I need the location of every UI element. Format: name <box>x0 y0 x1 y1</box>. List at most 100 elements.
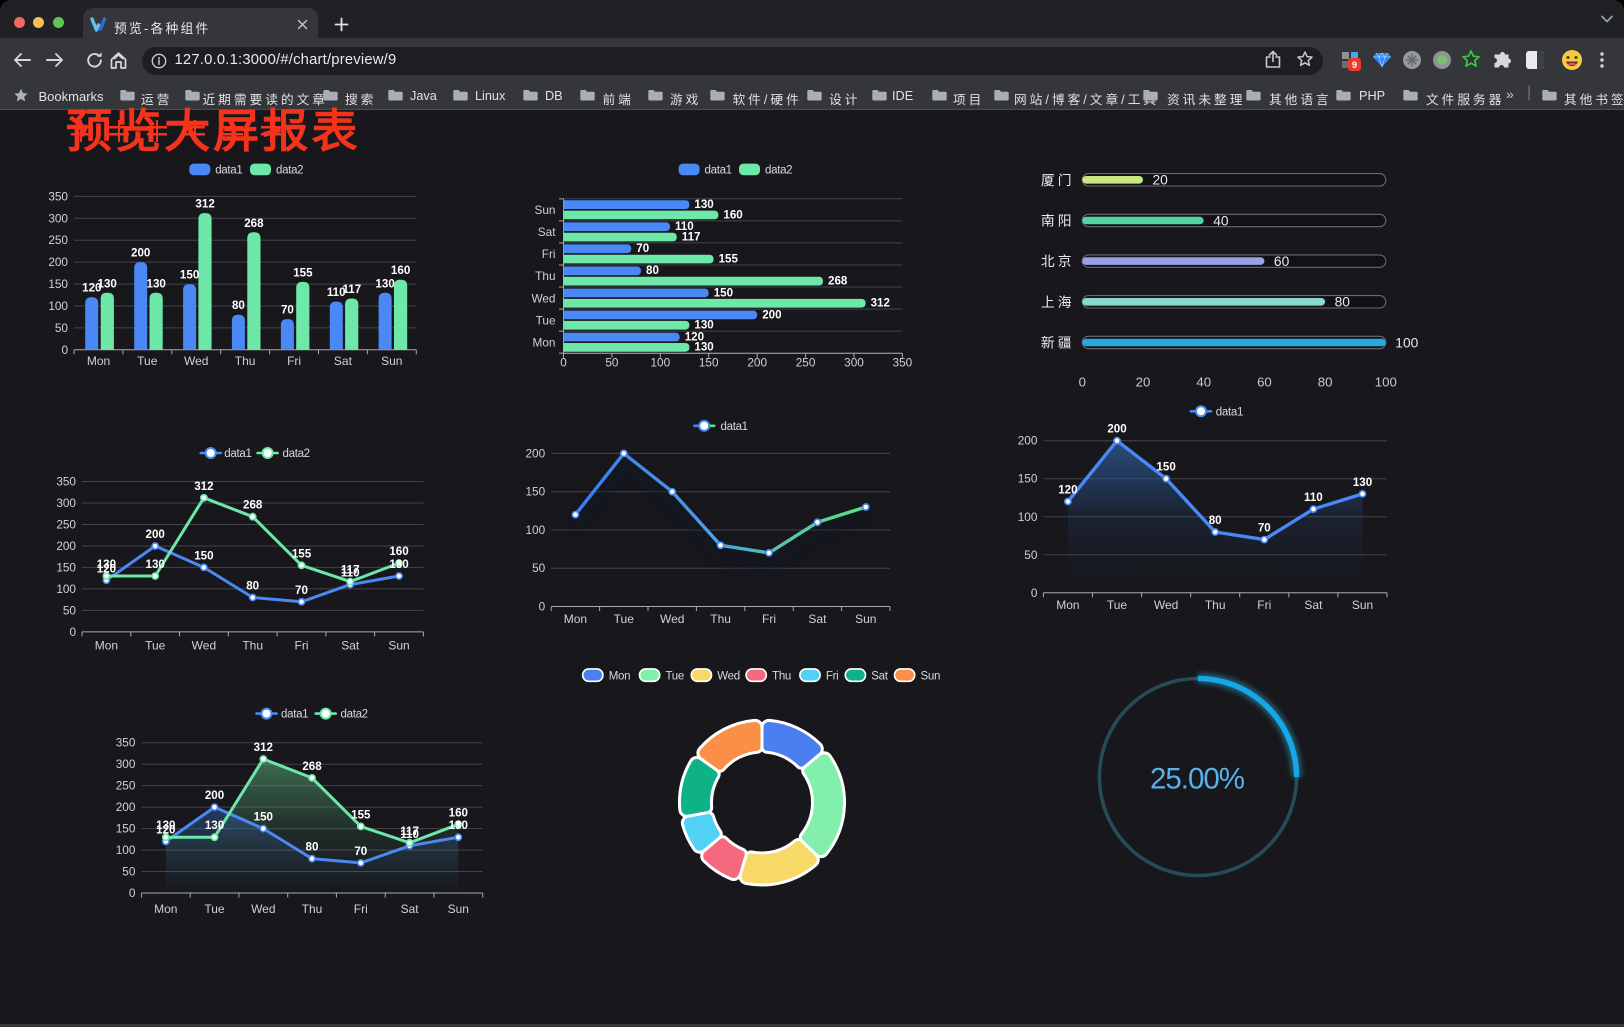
svg-text:300: 300 <box>844 355 864 369</box>
svg-text:80: 80 <box>232 299 245 312</box>
svg-text:130: 130 <box>98 277 117 290</box>
svg-text:20: 20 <box>1153 173 1169 188</box>
svg-text:200: 200 <box>131 247 150 260</box>
svg-text:120: 120 <box>685 330 704 343</box>
svg-text:70: 70 <box>281 304 294 317</box>
svg-text:200: 200 <box>56 539 76 553</box>
svg-text:130: 130 <box>375 277 394 290</box>
svg-text:Fri: Fri <box>762 612 776 626</box>
svg-text:Sat: Sat <box>808 612 827 626</box>
svg-text:117: 117 <box>400 825 419 838</box>
svg-text:155: 155 <box>351 808 371 821</box>
svg-text:Sun: Sun <box>855 612 876 626</box>
svg-text:200: 200 <box>747 355 767 369</box>
svg-text:110: 110 <box>341 567 360 580</box>
svg-text:80: 80 <box>1318 375 1333 390</box>
svg-text:70: 70 <box>1258 522 1271 535</box>
svg-text:150: 150 <box>699 355 719 369</box>
svg-text:9: 9 <box>1352 60 1357 71</box>
svg-text:110: 110 <box>400 828 419 841</box>
svg-text:50: 50 <box>122 865 136 879</box>
svg-text:Sat: Sat <box>341 639 360 653</box>
svg-text:Sun: Sun <box>381 354 402 368</box>
svg-text:60: 60 <box>1274 254 1290 269</box>
svg-text:0: 0 <box>1031 586 1038 600</box>
svg-text:117: 117 <box>341 564 360 577</box>
svg-text:Tue: Tue <box>145 639 166 653</box>
svg-text:130: 130 <box>694 319 713 332</box>
svg-text:130: 130 <box>1353 476 1372 489</box>
svg-text:50: 50 <box>605 355 619 369</box>
svg-text:70: 70 <box>354 845 367 858</box>
svg-text:200: 200 <box>1107 423 1126 436</box>
svg-text:120: 120 <box>1058 484 1077 497</box>
svg-text:110: 110 <box>1304 491 1323 504</box>
svg-text:40: 40 <box>1213 213 1229 228</box>
svg-text:data1: data1 <box>215 164 242 176</box>
svg-text:130: 130 <box>694 341 713 354</box>
svg-text:北京: 北京 <box>1041 254 1075 269</box>
svg-text:350: 350 <box>893 355 913 369</box>
svg-text:100: 100 <box>56 582 76 596</box>
svg-text:160: 160 <box>391 264 410 277</box>
svg-text:80: 80 <box>246 580 259 593</box>
svg-text:Tue: Tue <box>666 670 685 682</box>
svg-text:Tue: Tue <box>536 313 556 327</box>
svg-text:data1: data1 <box>721 421 748 433</box>
svg-text:200: 200 <box>48 255 68 269</box>
svg-text:Sat: Sat <box>334 354 353 368</box>
svg-text:350: 350 <box>48 189 68 203</box>
svg-text:Fri: Fri <box>354 902 368 916</box>
svg-text:150: 150 <box>254 811 273 824</box>
svg-text:data2: data2 <box>283 448 310 460</box>
svg-text:250: 250 <box>56 518 76 532</box>
svg-text:250: 250 <box>116 779 136 793</box>
svg-text:100: 100 <box>1018 510 1038 524</box>
svg-text:150: 150 <box>48 277 68 291</box>
svg-text:0: 0 <box>69 625 76 639</box>
svg-text:data1: data1 <box>224 448 251 460</box>
svg-text:Mon: Mon <box>609 670 630 682</box>
svg-text:0: 0 <box>539 600 546 614</box>
svg-text:150: 150 <box>1156 461 1175 474</box>
svg-text:Fri: Fri <box>1257 598 1271 612</box>
svg-text:150: 150 <box>194 549 213 562</box>
svg-text:Wed: Wed <box>192 639 216 653</box>
svg-text:268: 268 <box>302 760 322 773</box>
svg-text:250: 250 <box>48 233 68 247</box>
svg-text:Tue: Tue <box>614 612 635 626</box>
svg-text:Wed: Wed <box>531 291 555 305</box>
svg-text:70: 70 <box>636 242 649 255</box>
svg-text:20: 20 <box>1136 375 1151 390</box>
svg-text:40: 40 <box>1196 375 1211 390</box>
svg-text:Mon: Mon <box>533 335 556 349</box>
svg-text:Wed: Wed <box>251 902 275 916</box>
svg-text:100: 100 <box>116 843 136 857</box>
svg-text:0: 0 <box>61 343 68 357</box>
svg-text:Wed: Wed <box>1154 598 1178 612</box>
svg-text:Wed: Wed <box>717 670 740 682</box>
svg-text:Tue: Tue <box>204 902 225 916</box>
svg-text:100: 100 <box>1395 335 1418 350</box>
svg-text:80: 80 <box>1335 295 1351 310</box>
svg-text:data1: data1 <box>705 164 732 176</box>
svg-text:268: 268 <box>243 499 263 512</box>
svg-text:Fri: Fri <box>287 354 301 368</box>
svg-text:70: 70 <box>295 584 308 597</box>
svg-text:0: 0 <box>129 886 136 900</box>
svg-text:Sat: Sat <box>401 902 420 916</box>
svg-text:350: 350 <box>116 736 136 750</box>
svg-text:Thu: Thu <box>302 902 323 916</box>
svg-text:Thu: Thu <box>535 269 555 283</box>
svg-text:Thu: Thu <box>772 670 791 682</box>
svg-text:南阳: 南阳 <box>1041 214 1075 229</box>
svg-text:312: 312 <box>195 198 214 211</box>
svg-text:data2: data2 <box>276 164 303 176</box>
svg-text:80: 80 <box>1209 514 1222 527</box>
svg-text:Sat: Sat <box>538 225 556 239</box>
svg-text:Fri: Fri <box>826 670 839 682</box>
svg-text:上海: 上海 <box>1041 295 1075 310</box>
svg-text:Tue: Tue <box>1107 598 1128 612</box>
svg-text:130: 130 <box>146 558 165 571</box>
svg-text:100: 100 <box>526 523 546 537</box>
